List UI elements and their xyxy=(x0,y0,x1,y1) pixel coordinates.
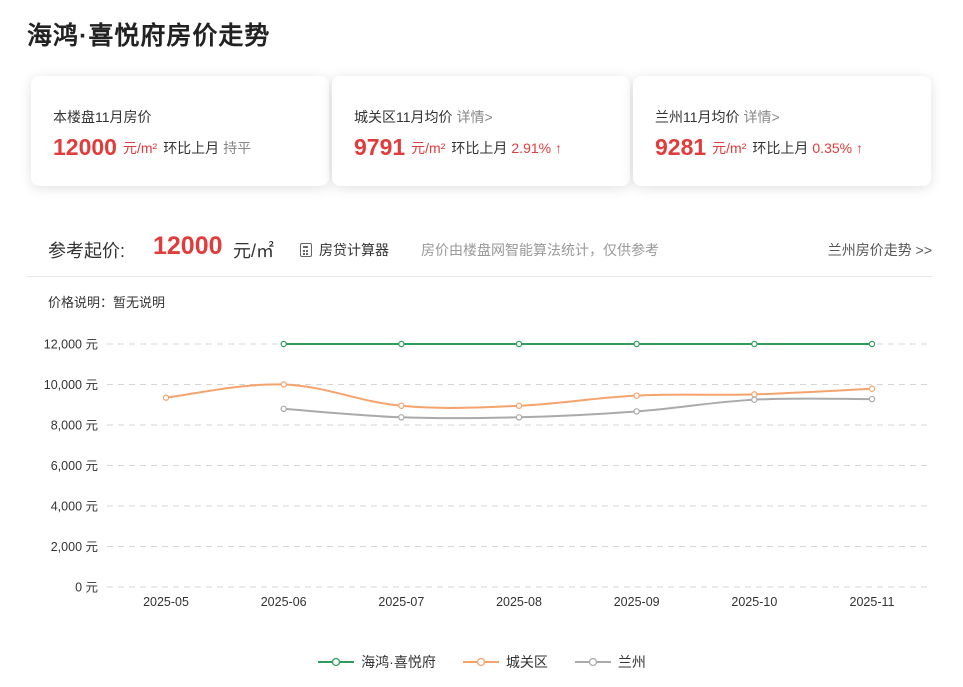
price-cards: 本楼盘11月房价 12000 元/m² 环比上月 持平 城关区11月均价 详情> 979… xyxy=(31,76,931,186)
series-point-1 xyxy=(868,385,876,392)
price-note: 价格说明：暂无说明 xyxy=(48,295,166,310)
series-point-0 xyxy=(280,340,287,348)
reference-price-row: 参考起价: 12000 元/㎡ 房贷计算器 房价由楼盘网智能算法统计，仅供参考 … xyxy=(48,232,932,264)
legend-item[interactable]: 海鸿·喜悦府 xyxy=(317,652,436,672)
card-compare-label: 环比上月 xyxy=(451,139,508,156)
series-point-2 xyxy=(398,414,405,421)
series-point-2 xyxy=(280,405,287,412)
series-point-0 xyxy=(868,340,876,348)
card-change: 0.35% ↑ xyxy=(812,139,863,156)
card-change: 2.91% ↑ xyxy=(511,139,562,156)
series-point-2 xyxy=(633,408,640,415)
legend-swatch xyxy=(574,657,611,667)
series-point-2 xyxy=(868,395,876,403)
card-compare-label: 环比上月 xyxy=(752,139,809,156)
card-label-text: 本楼盘11月房价 xyxy=(53,109,152,125)
ref-price-label: 参考起价: xyxy=(48,241,126,261)
card-value: 12000 xyxy=(53,134,117,160)
card-change: 持平 xyxy=(223,139,252,156)
card-label: 本楼盘11月房价 xyxy=(53,107,152,127)
legend-label: 城关区 xyxy=(505,654,548,670)
x-tick-label: 2025-11 xyxy=(850,595,895,609)
x-tick-label: 2025-09 xyxy=(614,595,660,609)
card-project-price: 本楼盘11月房价 12000 元/m² 环比上月 持平 xyxy=(31,76,329,186)
series-point-1 xyxy=(162,394,170,401)
x-tick-label: 2025-06 xyxy=(261,595,307,609)
card-city-price: 兰州11月均价 详情> 9281 元/m² 环比上月 0.35% ↑ xyxy=(633,76,931,186)
details-link[interactable]: 详情> xyxy=(743,109,780,125)
legend-label: 海鸿·喜悦府 xyxy=(361,654,436,670)
card-value: 9791 xyxy=(354,134,406,160)
legend-swatch xyxy=(462,657,499,667)
series-point-2 xyxy=(515,414,523,421)
calculator-icon xyxy=(300,243,312,257)
price-disclaimer: 房价由楼盘网智能算法统计，仅供参考 xyxy=(421,242,659,258)
series-point-1 xyxy=(515,402,523,409)
card-value-line: 12000 元/m² 环比上月 持平 xyxy=(53,134,251,161)
legend-marker xyxy=(332,657,341,667)
chart-legend: 海鸿·喜悦府 城关区 兰州 xyxy=(0,652,963,672)
y-tick-label: 6,000 元 xyxy=(51,459,98,473)
y-tick-label: 2,000 元 xyxy=(51,540,98,554)
card-value-line: 9791 元/m² 环比上月 2.91% ↑ xyxy=(354,134,562,161)
y-tick-label: 8,000 元 xyxy=(51,419,98,433)
series-point-1 xyxy=(280,381,287,388)
x-tick-label: 2025-08 xyxy=(496,595,542,609)
card-compare-label: 环比上月 xyxy=(163,139,220,156)
series-line-2 xyxy=(283,397,873,420)
series-point-0 xyxy=(633,340,640,348)
series-point-0 xyxy=(398,340,405,348)
card-label-text: 城关区11月均价 xyxy=(354,109,453,125)
series-point-0 xyxy=(751,340,758,348)
card-unit: 元/m² xyxy=(411,139,446,156)
card-district-price: 城关区11月均价 详情> 9791 元/m² 环比上月 2.91% ↑ xyxy=(332,76,630,186)
x-tick-label: 2025-05 xyxy=(143,595,189,609)
legend-marker xyxy=(476,657,485,667)
details-link[interactable]: 详情> xyxy=(456,109,493,125)
legend-swatch xyxy=(318,657,355,667)
card-label-text: 兰州11月均价 xyxy=(655,109,740,125)
mortgage-calculator-label: 房贷计算器 xyxy=(319,242,389,258)
card-unit: 元/m² xyxy=(712,139,747,156)
x-tick-label: 2025-07 xyxy=(378,595,424,609)
card-label: 兰州11月均价 详情> xyxy=(655,107,780,127)
y-tick-label: 0 元 xyxy=(75,581,98,595)
legend-label: 兰州 xyxy=(617,654,646,670)
price-trend-chart: 0 元 2,000 元 4,000 元 6,000 元 8,000 元 10,000 元 1… xyxy=(44,338,930,609)
y-tick-label: 4,000 元 xyxy=(51,500,98,514)
city-trend-link[interactable]: 兰州房价走势 >> xyxy=(827,242,932,258)
ref-price-unit: 元/㎡ xyxy=(233,241,275,261)
divider xyxy=(26,276,932,277)
series-point-1 xyxy=(633,392,640,399)
legend-item[interactable]: 兰州 xyxy=(574,652,646,672)
ref-price-value: 12000 xyxy=(153,232,223,260)
series-point-1 xyxy=(751,391,758,398)
y-tick-label: 12,000 元 xyxy=(44,338,98,352)
card-value-line: 9281 元/m² 环比上月 0.35% ↑ xyxy=(655,134,863,161)
card-unit: 元/m² xyxy=(122,139,158,156)
card-value: 9281 xyxy=(655,134,707,160)
series-point-2 xyxy=(751,396,758,403)
card-label: 城关区11月均价 详情> xyxy=(354,107,493,127)
series-point-0 xyxy=(515,340,523,348)
series-point-1 xyxy=(398,402,405,409)
y-tick-label: 10,000 元 xyxy=(44,378,98,392)
mortgage-calculator-button[interactable]: 房贷计算器 xyxy=(300,240,389,260)
legend-item[interactable]: 城关区 xyxy=(462,652,548,672)
legend-marker xyxy=(588,657,597,667)
page-title: 海鸿·喜悦府房价走势 xyxy=(27,22,271,50)
x-tick-label: 2025-10 xyxy=(731,595,777,609)
